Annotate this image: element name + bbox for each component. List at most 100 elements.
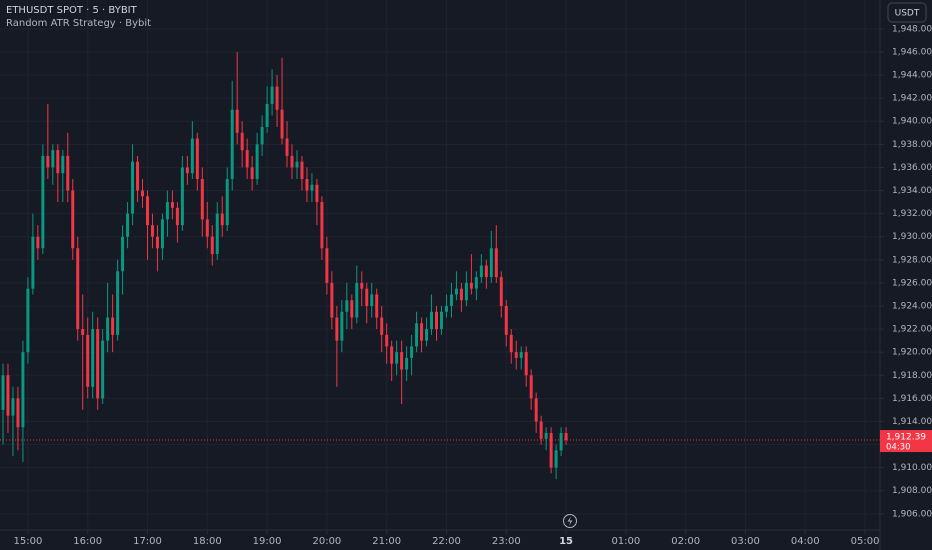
candle-body bbox=[1, 375, 5, 410]
candle-body bbox=[71, 190, 75, 249]
candle-body bbox=[121, 236, 125, 272]
candle-body bbox=[315, 184, 319, 203]
candle-body bbox=[31, 236, 35, 289]
candle-body bbox=[504, 305, 508, 335]
candle-body bbox=[160, 219, 164, 249]
y-tick-label: 1,924.00 bbox=[892, 301, 932, 311]
currency-button-label[interactable]: USDT bbox=[895, 9, 920, 19]
candle-body bbox=[469, 282, 473, 289]
replay-icon[interactable] bbox=[563, 514, 577, 528]
candle-body bbox=[11, 398, 15, 416]
candle-body bbox=[165, 202, 169, 220]
candle-body bbox=[425, 329, 429, 341]
candle-body bbox=[6, 375, 10, 416]
candle-body bbox=[16, 398, 20, 428]
y-tick-label: 1,934.00 bbox=[892, 186, 932, 196]
y-tick-label: 1,940.00 bbox=[892, 117, 932, 127]
candle-body bbox=[489, 248, 493, 278]
y-tick-label: 1,920.00 bbox=[892, 348, 932, 358]
candle-body bbox=[101, 340, 105, 399]
candle-body bbox=[494, 248, 498, 278]
y-tick-label: 1,916.00 bbox=[892, 394, 932, 404]
candle-body bbox=[205, 219, 209, 237]
candle-body bbox=[235, 109, 239, 133]
y-tick-label: 1,942.00 bbox=[892, 94, 932, 104]
chart-title: ETHUSDT SPOT · 5 · BYBIT bbox=[6, 5, 138, 16]
candle-body bbox=[136, 161, 140, 191]
currency-button[interactable] bbox=[887, 2, 927, 23]
candle-body bbox=[449, 294, 453, 306]
candle-body bbox=[330, 282, 334, 318]
candle-body bbox=[355, 282, 359, 318]
candle-body bbox=[360, 282, 364, 289]
candle-body bbox=[365, 288, 369, 306]
candle-body bbox=[415, 323, 419, 347]
candle-body bbox=[350, 300, 354, 318]
x-tick-label: 15:00 bbox=[13, 536, 42, 547]
candle-body bbox=[270, 86, 274, 104]
y-tick-label: 1,922.00 bbox=[892, 325, 932, 335]
candle-body bbox=[514, 352, 518, 358]
candle-body bbox=[410, 346, 414, 358]
candle-body bbox=[56, 150, 60, 174]
candle-body bbox=[76, 248, 80, 330]
chart-subtitle: Random ATR Strategy · Bybit bbox=[6, 18, 151, 29]
candle-body bbox=[180, 167, 184, 226]
candle-body bbox=[385, 334, 389, 347]
x-tick-label: 04:00 bbox=[791, 536, 820, 547]
axes: 1,906.001,908.001,910.001,912.001,914.00… bbox=[13, 24, 932, 547]
x-tick-label: 21:00 bbox=[372, 536, 401, 547]
candle-body bbox=[215, 213, 219, 255]
candle-body bbox=[420, 323, 424, 341]
candle-body bbox=[325, 248, 329, 283]
candle-body bbox=[459, 288, 463, 301]
candle-body bbox=[564, 433, 568, 441]
candle-body bbox=[210, 236, 214, 255]
x-tick-label: 17:00 bbox=[133, 536, 162, 547]
candle-body bbox=[150, 225, 154, 237]
candle-body bbox=[245, 150, 249, 168]
candle-body bbox=[195, 138, 199, 179]
candle-body bbox=[454, 288, 458, 295]
last-price-badge bbox=[880, 430, 932, 453]
replay-icon-circle[interactable] bbox=[563, 514, 577, 528]
candle-body bbox=[440, 311, 443, 330]
candle-body bbox=[464, 282, 468, 301]
countdown-label: 04:30 bbox=[886, 443, 911, 453]
y-tick-label: 1,948.00 bbox=[892, 24, 932, 34]
candle-body bbox=[484, 265, 488, 278]
y-tick-label: 1,944.00 bbox=[892, 71, 932, 81]
candle-body bbox=[86, 334, 90, 387]
candle-body bbox=[479, 265, 483, 278]
x-tick-label: 01:00 bbox=[611, 536, 640, 547]
y-tick-label: 1,926.00 bbox=[892, 278, 932, 288]
candle-body bbox=[290, 155, 294, 168]
candle-body bbox=[200, 178, 204, 220]
candle-body bbox=[345, 300, 349, 312]
candle-body bbox=[46, 155, 50, 168]
candle-body bbox=[499, 277, 503, 306]
candle-body bbox=[170, 202, 174, 208]
candle-body bbox=[91, 329, 95, 387]
x-tick-label: 22:00 bbox=[432, 536, 461, 547]
y-tick-label: 1,908.00 bbox=[892, 486, 932, 496]
candle-body bbox=[175, 207, 179, 226]
x-tick-label: 15 bbox=[559, 536, 573, 547]
candle-body bbox=[66, 155, 70, 191]
candle-body bbox=[549, 433, 553, 468]
candle-body bbox=[225, 178, 229, 226]
candle-body bbox=[529, 375, 533, 399]
y-tick-label: 1,906.00 bbox=[892, 509, 932, 519]
candle-body bbox=[126, 213, 130, 237]
replay-icon-bolt[interactable] bbox=[567, 516, 573, 526]
candle-body bbox=[280, 109, 284, 139]
candle-body bbox=[435, 311, 439, 330]
y-tick-label: 1,918.00 bbox=[892, 371, 932, 381]
y-tick-label: 1,910.00 bbox=[892, 463, 932, 473]
candle-body bbox=[285, 138, 289, 156]
candle-body bbox=[41, 155, 45, 249]
x-tick-label: 18:00 bbox=[193, 536, 222, 547]
candle-body bbox=[539, 421, 543, 439]
candle-body bbox=[61, 155, 65, 174]
